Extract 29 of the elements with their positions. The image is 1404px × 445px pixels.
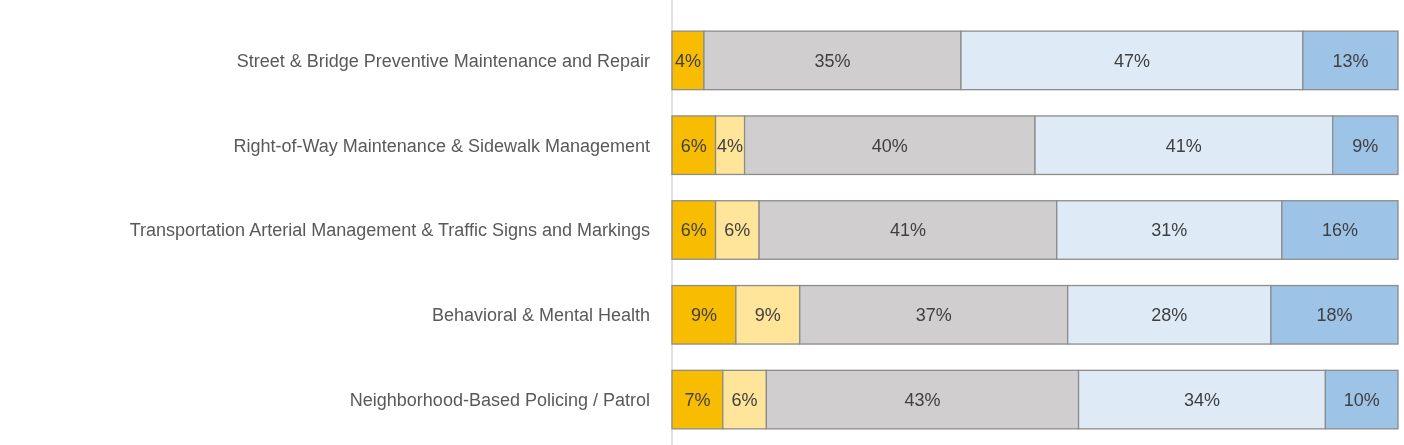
data-label: 4%	[717, 135, 744, 156]
data-label: 10%	[1343, 389, 1380, 410]
data-label: 9%	[754, 305, 781, 326]
data-label: 41%	[1165, 135, 1202, 156]
data-label: 47%	[1113, 50, 1150, 71]
data-label: 4%	[674, 50, 701, 71]
data-label: 37%	[915, 305, 952, 326]
data-label: 6%	[724, 220, 751, 241]
data-label: 9%	[690, 305, 717, 326]
y-tick-label: Behavioral & Mental Health	[431, 305, 650, 326]
data-label: 40%	[871, 135, 908, 156]
y-tick-label: Transportation Arterial Management & Traffic Signs and Markings	[129, 220, 650, 241]
data-label: 6%	[680, 135, 707, 156]
y-tick-label: Street & Bridge Preventive Maintenance and Repair	[236, 50, 650, 71]
data-label: 9%	[1352, 135, 1379, 156]
data-label: 16%	[1321, 220, 1358, 241]
data-label: 6%	[731, 389, 758, 410]
data-label: 28%	[1151, 305, 1188, 326]
data-label: 41%	[889, 220, 926, 241]
data-label: 34%	[1183, 389, 1220, 410]
data-label: 35%	[814, 50, 851, 71]
data-label: 13%	[1332, 50, 1369, 71]
data-label: 6%	[680, 220, 707, 241]
data-label: 43%	[904, 389, 941, 410]
y-tick-label: Right-of-Way Maintenance & Sidewalk Management	[233, 135, 650, 156]
y-tick-label: Neighborhood-Based Policing / Patrol	[349, 389, 650, 410]
data-label: 18%	[1316, 305, 1353, 326]
data-label: 31%	[1151, 220, 1188, 241]
data-label: 7%	[684, 389, 711, 410]
